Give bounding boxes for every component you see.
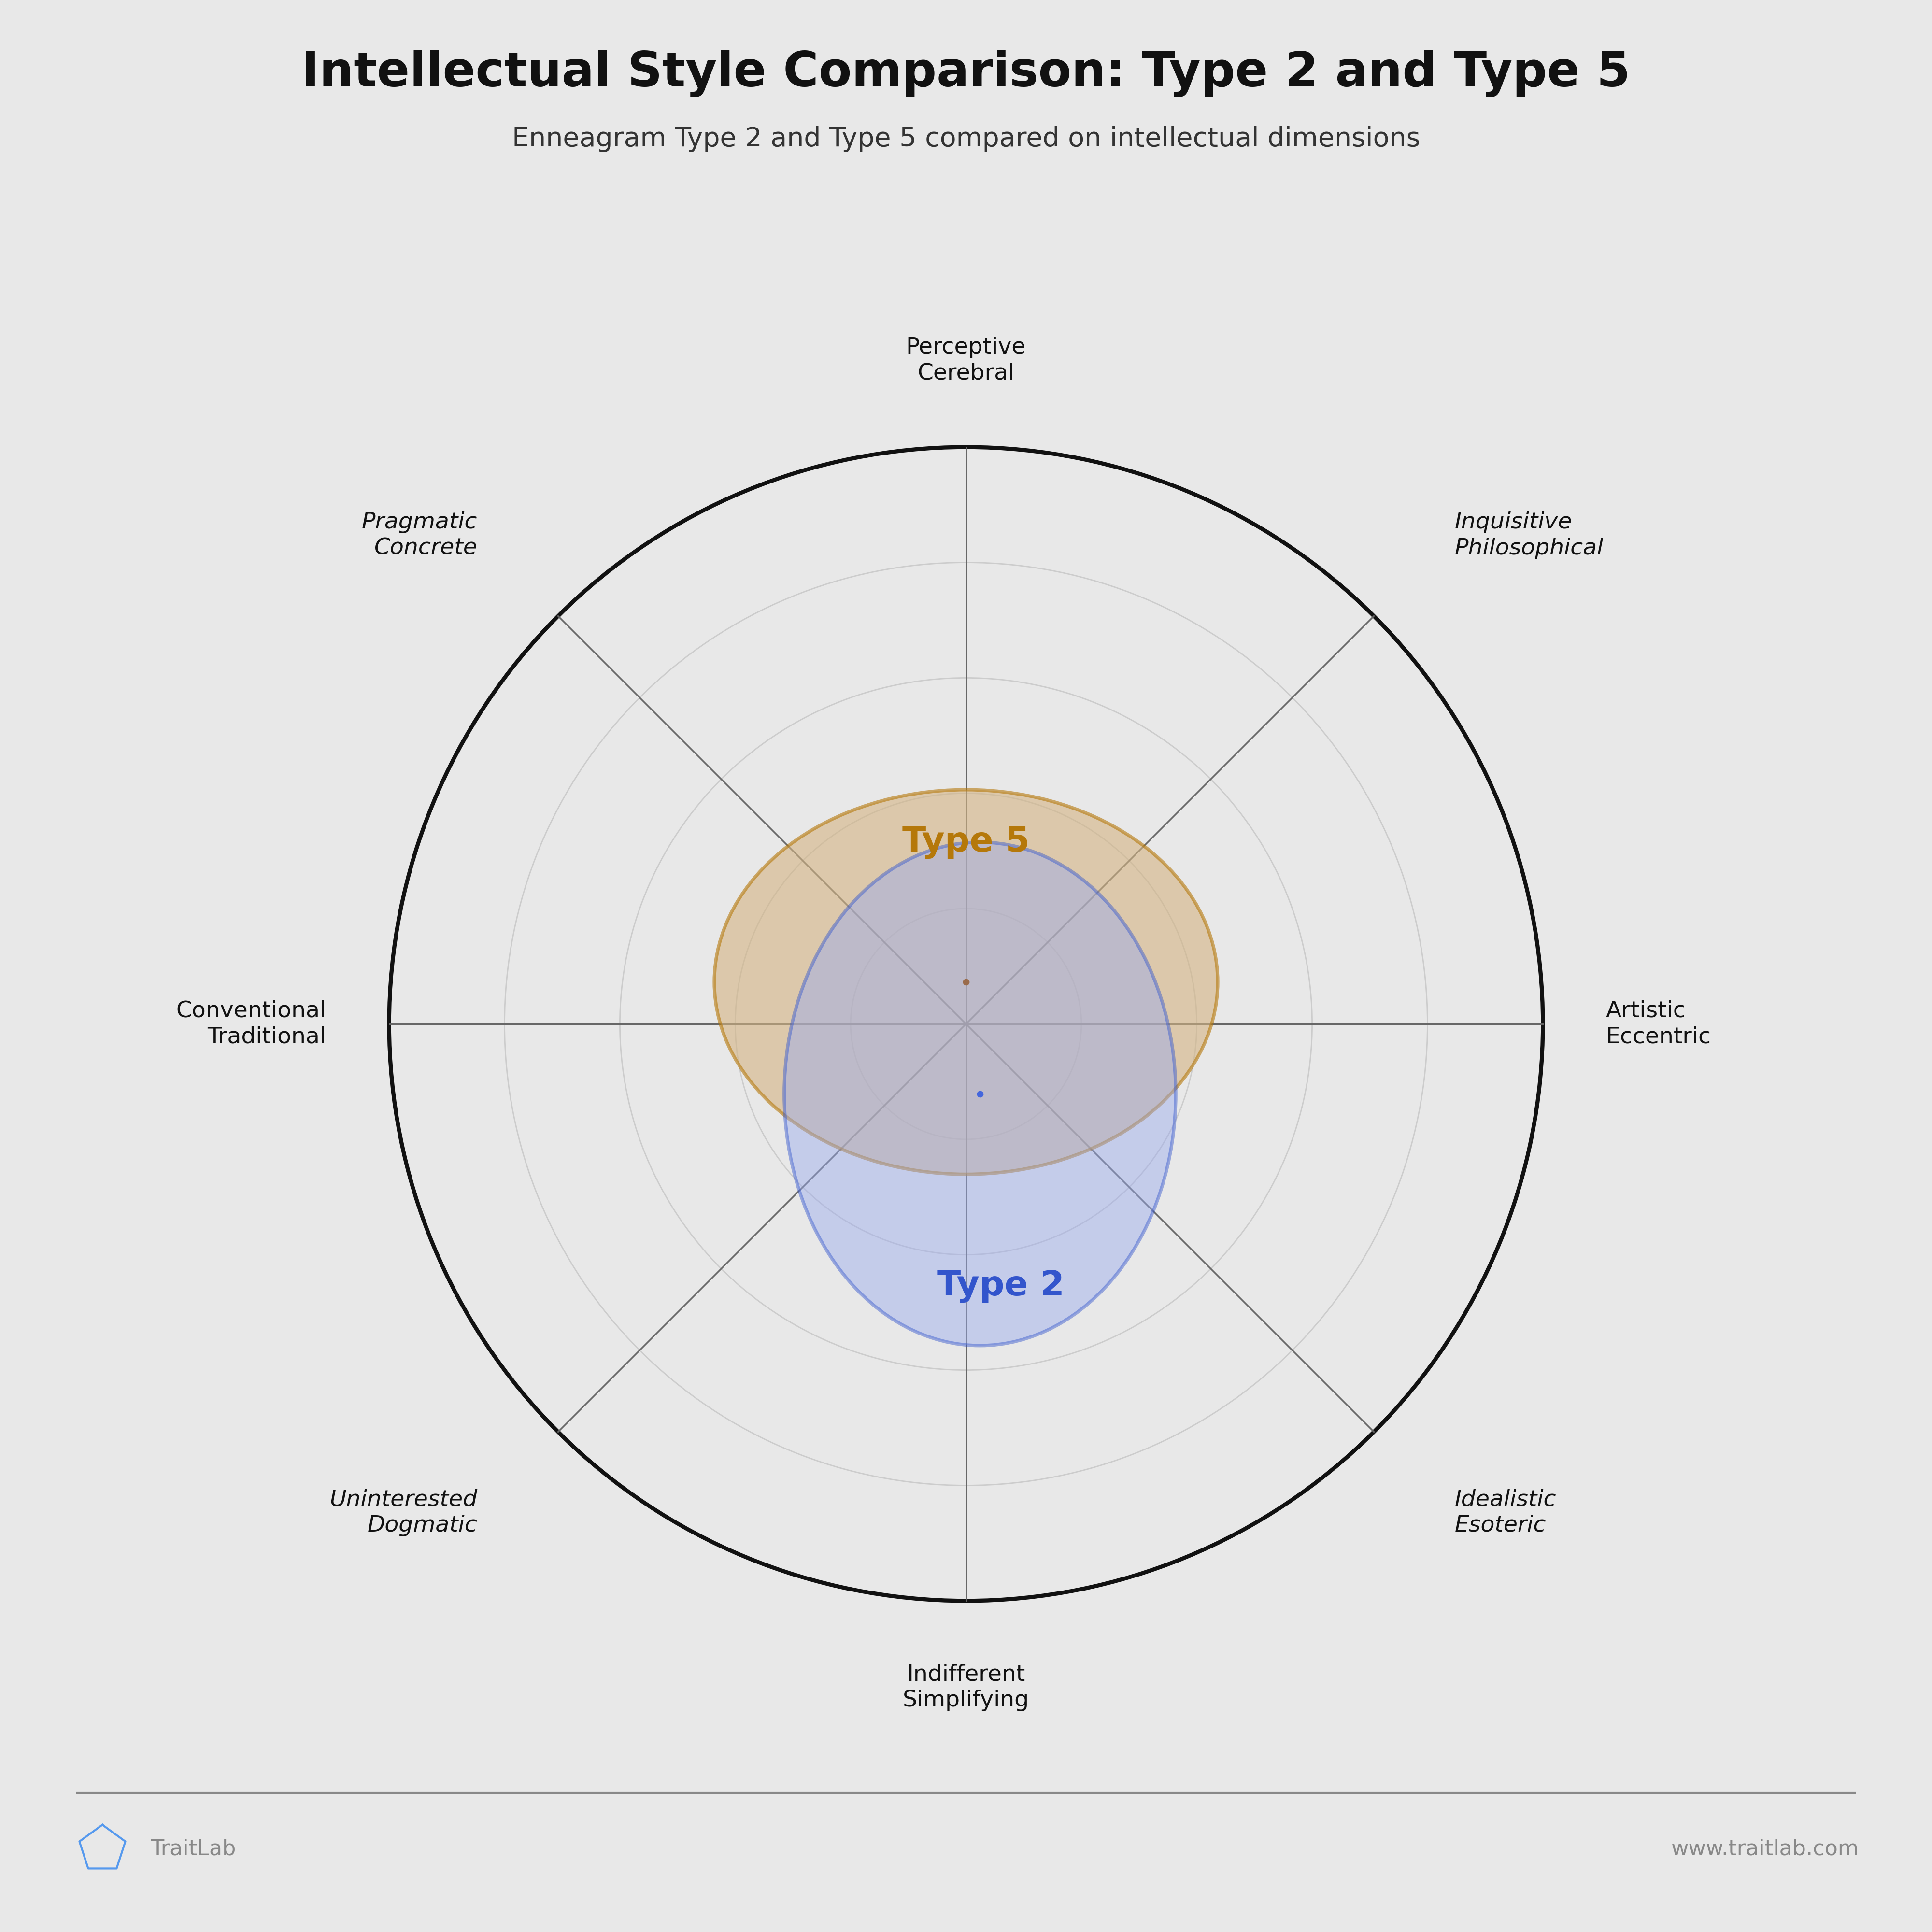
Text: Uninterested
Dogmatic: Uninterested Dogmatic [330,1490,477,1536]
Text: Inquisitive
Philosophical: Inquisitive Philosophical [1455,512,1604,558]
Text: Indifferent
Simplifying: Indifferent Simplifying [902,1663,1030,1712]
Text: Conventional
Traditional: Conventional Traditional [176,1001,327,1047]
Text: Artistic
Eccentric: Artistic Eccentric [1605,1001,1712,1047]
Text: www.traitlab.com: www.traitlab.com [1671,1839,1859,1859]
Text: TraitLab: TraitLab [151,1839,236,1859]
Text: Intellectual Style Comparison: Type 2 and Type 5: Intellectual Style Comparison: Type 2 an… [301,50,1631,97]
Ellipse shape [715,790,1217,1175]
Text: Enneagram Type 2 and Type 5 compared on intellectual dimensions: Enneagram Type 2 and Type 5 compared on … [512,126,1420,153]
Text: Pragmatic
Concrete: Pragmatic Concrete [361,512,477,558]
Text: Idealistic
Esoteric: Idealistic Esoteric [1455,1490,1557,1536]
Ellipse shape [784,842,1177,1345]
Point [951,966,981,997]
Text: Type 5: Type 5 [902,825,1030,860]
Point [964,1078,995,1109]
Text: Perceptive
Cerebral: Perceptive Cerebral [906,336,1026,384]
Text: Type 2: Type 2 [937,1269,1065,1302]
